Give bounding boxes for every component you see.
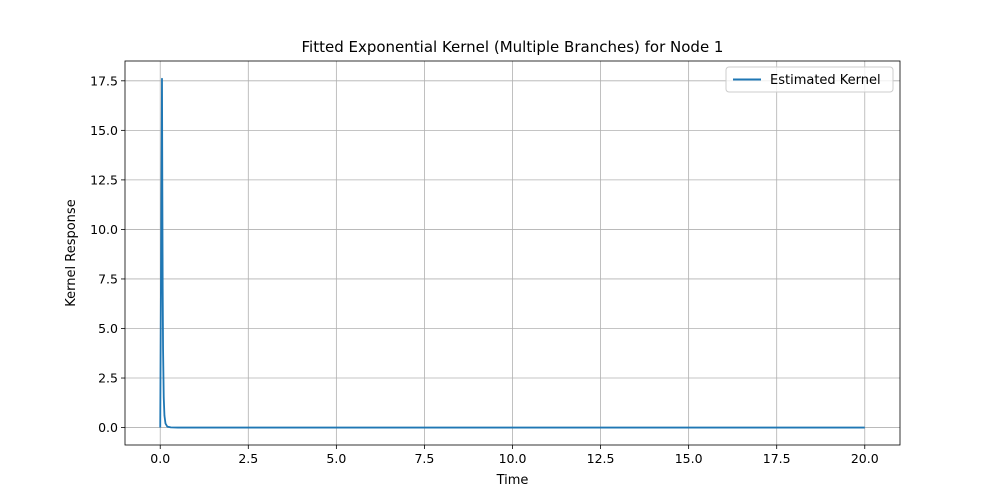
y-tick-label: 12.5 [90,172,118,187]
legend-label-estimated-kernel: Estimated Kernel [770,73,881,88]
x-tick-label: 10.0 [499,451,527,466]
y-axis-label: Kernel Response [64,199,79,306]
series-line-estimated-kernel [159,77,865,429]
y-tick-label: 2.5 [98,371,118,386]
y-tick-label: 10.0 [90,222,118,237]
x-tick-label: 20.0 [851,451,879,466]
series-layer [159,77,865,429]
x-tick-label: 15.0 [675,451,703,466]
x-tick-label: 2.5 [238,451,258,466]
y-tick-label: 7.5 [98,271,118,286]
x-tick-label: 12.5 [587,451,615,466]
y-tick-label: 17.5 [90,73,118,88]
x-axis: 0.0 2.5 5.0 7.5 10.0 12.5 15.0 17.5 20.0 [150,445,879,466]
y-tick-label: 15.0 [90,123,118,138]
y-tick-label: 5.0 [98,321,118,336]
chart-title: Fitted Exponential Kernel (Multiple Bran… [302,38,724,56]
x-tick-label: 5.0 [326,451,346,466]
legend-box [725,66,894,93]
x-tick-label: 0.0 [150,451,170,466]
x-tick-label: 17.5 [763,451,791,466]
y-axis: 0.0 2.5 5.0 7.5 10.0 12.5 15.0 17.5 [90,73,125,435]
y-tick-label: 0.0 [98,420,118,435]
legend: Estimated Kernel [725,66,894,93]
x-tick-label: 7.5 [414,451,434,466]
x-axis-label: Time [496,473,529,488]
